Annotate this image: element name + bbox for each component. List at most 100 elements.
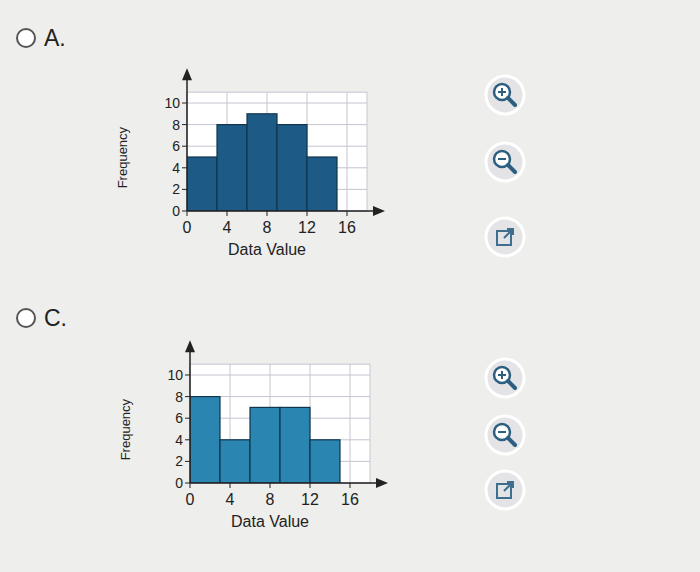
y-axis-arrow: [185, 340, 195, 352]
y-tick-label: 8: [172, 117, 180, 133]
x-tick: [307, 211, 308, 216]
x-tick-label: 12: [298, 219, 316, 236]
zoom-in-icon[interactable]: [486, 76, 524, 114]
icon-circle: [486, 416, 524, 454]
y-tick: [182, 103, 187, 104]
y-tick: [182, 211, 187, 212]
bar: [280, 407, 310, 483]
x-tick-label: 8: [263, 219, 272, 236]
y-tick: [182, 189, 187, 190]
bar: [307, 157, 337, 211]
y-tick: [185, 418, 190, 419]
histogram: 0 2 4 6 8 10 0 4 8 12 16 Data Value Frequency: [115, 68, 385, 258]
option-label: C.: [44, 305, 67, 331]
icon-circle: [486, 76, 524, 114]
grid-line: [190, 375, 370, 376]
radio-button[interactable]: [17, 29, 35, 47]
icon-plus: [501, 88, 503, 96]
x-tick-label: 8: [266, 491, 275, 508]
grid-line: [187, 103, 367, 104]
icon-plus: [501, 371, 503, 379]
y-tick-label: 8: [175, 389, 183, 405]
plot-area: [190, 364, 370, 483]
y-tick: [185, 483, 190, 484]
x-axis-label: Data Value: [228, 241, 306, 258]
y-tick-label: 6: [172, 138, 180, 154]
y-axis: [186, 76, 188, 211]
y-tick-label: 0: [172, 203, 180, 219]
x-tick: [347, 211, 348, 216]
x-tick: [270, 483, 271, 488]
y-tick: [185, 396, 190, 397]
icon-minus: [498, 431, 506, 433]
y-axis: [189, 348, 191, 483]
icon-circle: [486, 471, 524, 509]
y-tick: [185, 375, 190, 376]
icon-handle: [508, 165, 515, 172]
x-tick-label: 0: [183, 219, 192, 236]
icon-minus: [498, 158, 506, 160]
bar: [250, 407, 280, 483]
bars: [187, 114, 337, 211]
x-tick: [227, 211, 228, 216]
x-tick: [267, 211, 268, 216]
y-tick-label: 10: [167, 367, 183, 383]
y-tick: [182, 167, 187, 168]
plot-area: [187, 92, 367, 211]
y-axis-label: Frequency: [115, 126, 130, 188]
y-axis-arrow: [182, 68, 192, 80]
grid-line: [347, 92, 348, 211]
x-tick: [190, 483, 191, 488]
icon-arrow: [504, 482, 513, 491]
x-axis-arrow: [376, 478, 388, 488]
bar: [190, 397, 220, 483]
grid-line: [350, 364, 351, 483]
y-tick-label: 4: [175, 432, 183, 448]
x-tick-label: 16: [341, 491, 359, 508]
y-tick: [182, 124, 187, 125]
bar: [277, 125, 307, 211]
x-tick-label: 4: [223, 219, 232, 236]
option-label: A.: [44, 25, 66, 51]
y-tick: [185, 461, 190, 462]
bars: [190, 397, 340, 483]
x-tick-label: 12: [301, 491, 319, 508]
zoom-out-icon[interactable]: [486, 143, 524, 181]
bar: [187, 157, 217, 211]
y-tick-label: 6: [175, 410, 183, 426]
x-tick-label: 4: [226, 491, 235, 508]
y-tick: [182, 146, 187, 147]
x-tick-label: 0: [186, 491, 195, 508]
zoom-out-icon[interactable]: [486, 416, 524, 454]
icon-circle: [486, 143, 524, 181]
icon-arrow: [504, 229, 513, 238]
bar: [220, 440, 250, 483]
y-tick: [185, 439, 190, 440]
bar: [217, 125, 247, 211]
x-tick: [310, 483, 311, 488]
x-tick: [187, 211, 188, 216]
external-icon[interactable]: [486, 218, 524, 256]
icon-circle: [486, 359, 524, 397]
background: [0, 0, 700, 572]
histogram: 0 2 4 6 8 10 0 4 8 12 16 Data Value Frequency: [118, 340, 388, 530]
x-axis-label: Data Value: [231, 513, 309, 530]
bar: [310, 440, 340, 483]
x-axis: [190, 482, 380, 484]
y-tick-label: 2: [175, 453, 183, 469]
x-tick-label: 16: [338, 219, 356, 236]
icon-handle: [508, 438, 515, 445]
y-tick-label: 10: [164, 95, 180, 111]
y-tick-label: 4: [172, 160, 180, 176]
y-tick-label: 0: [175, 475, 183, 491]
radio-button[interactable]: [17, 309, 35, 327]
icon-circle: [486, 218, 524, 256]
external-icon[interactable]: [486, 471, 524, 509]
x-axis-arrow: [373, 206, 385, 216]
x-tick: [230, 483, 231, 488]
x-tick: [350, 483, 351, 488]
y-axis-label: Frequency: [118, 398, 133, 460]
y-tick-label: 2: [172, 181, 180, 197]
x-axis: [187, 210, 377, 212]
zoom-in-icon[interactable]: [486, 359, 524, 397]
